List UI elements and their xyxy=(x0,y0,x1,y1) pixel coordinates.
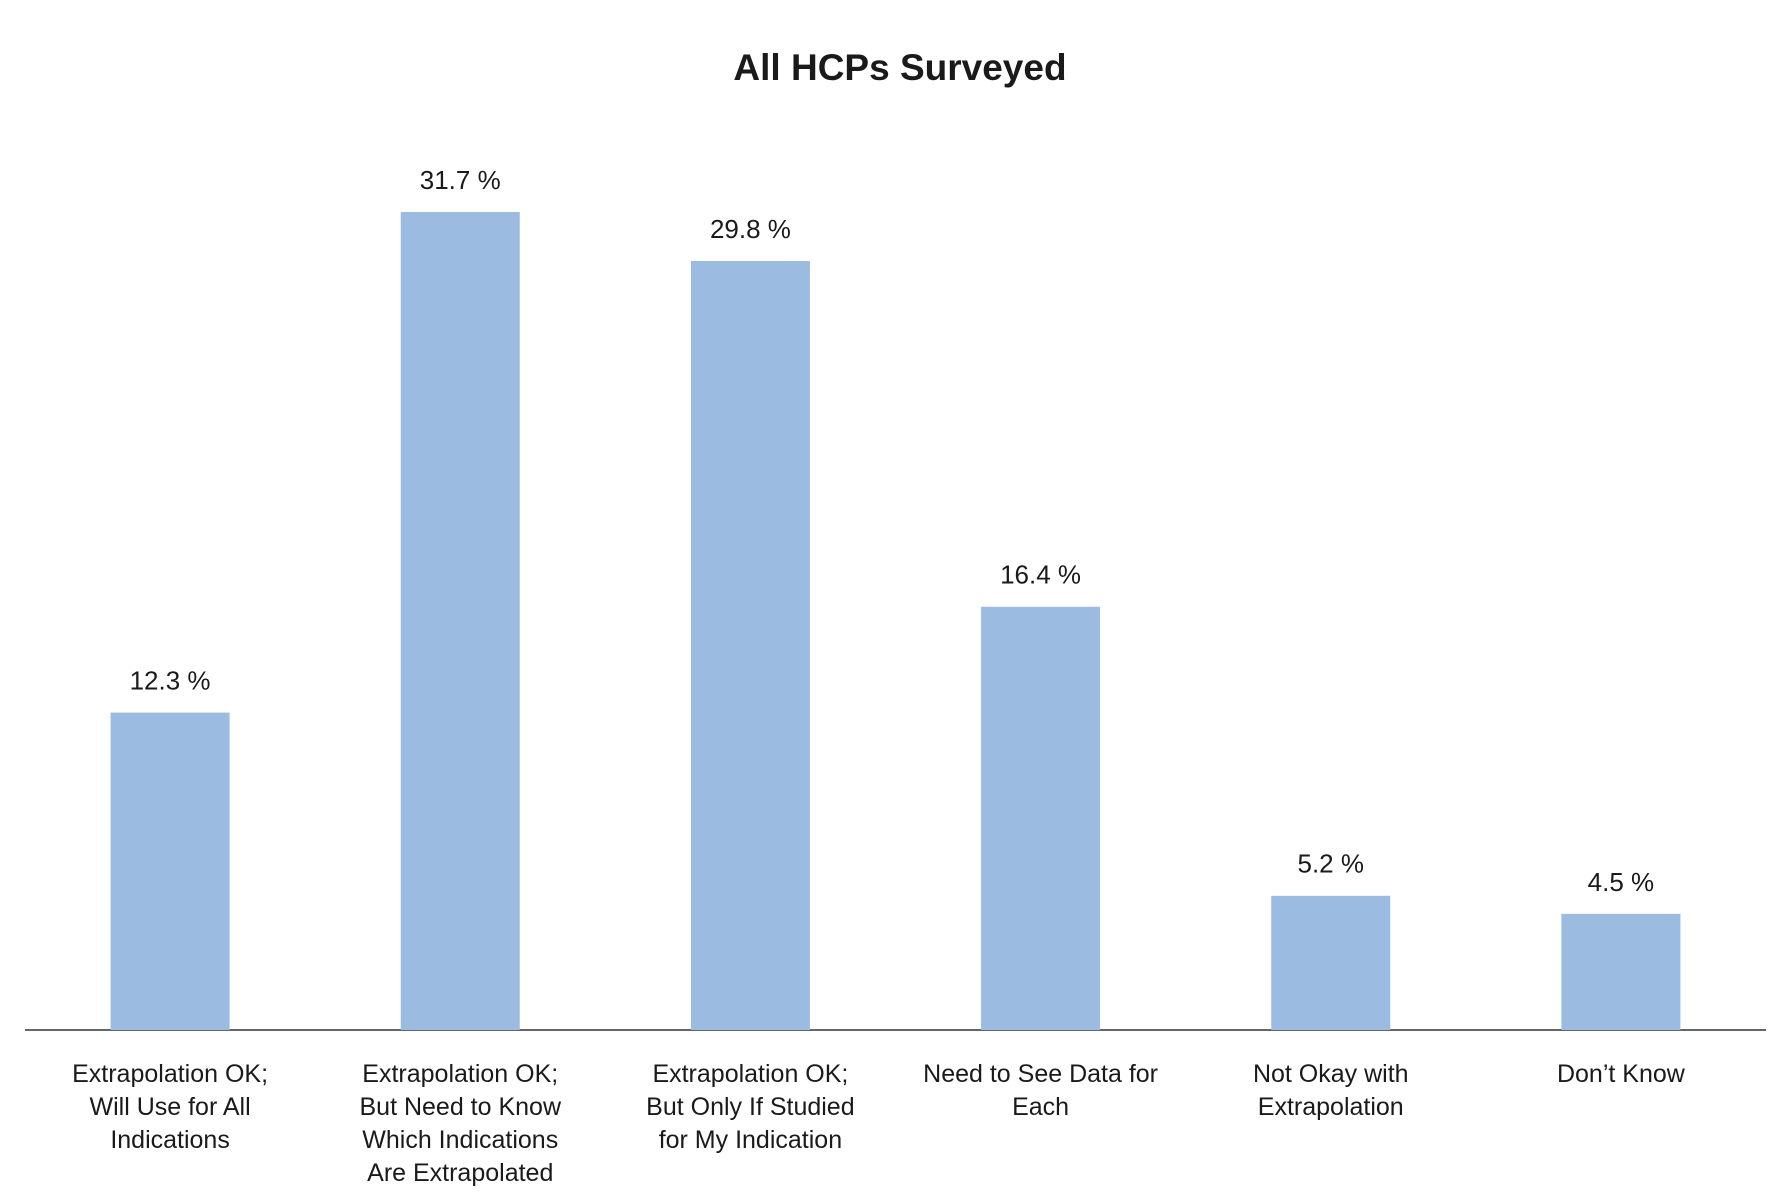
value-label: 5.2 % xyxy=(1298,849,1365,879)
bar xyxy=(400,212,520,1030)
value-label: 12.3 % xyxy=(130,665,211,695)
bar xyxy=(110,712,230,1030)
x-tick-label: Extrapolation OK; Will Use for All Indic… xyxy=(72,1060,269,1154)
x-tick-label: Not Okay with Extrapolation xyxy=(1252,1060,1409,1121)
x-tick-label: Don’t Know xyxy=(1556,1060,1685,1088)
x-tick-label: Extrapolation OK; But Only If Studied fo… xyxy=(646,1060,855,1154)
chart-title: All HCPs Surveyed xyxy=(733,47,1066,88)
bar xyxy=(981,606,1101,1030)
value-label: 31.7 % xyxy=(420,165,501,195)
x-tick-label: Extrapolation OK; But Need to Know Which… xyxy=(359,1060,561,1187)
value-label: 16.4 % xyxy=(1000,560,1081,590)
bar xyxy=(1271,895,1391,1030)
bar xyxy=(690,261,810,1030)
x-tick-label: Need to See Data for Each xyxy=(923,1060,1159,1121)
value-label: 29.8 % xyxy=(710,214,791,244)
value-label: 4.5 % xyxy=(1588,867,1655,897)
bar xyxy=(1561,913,1681,1030)
